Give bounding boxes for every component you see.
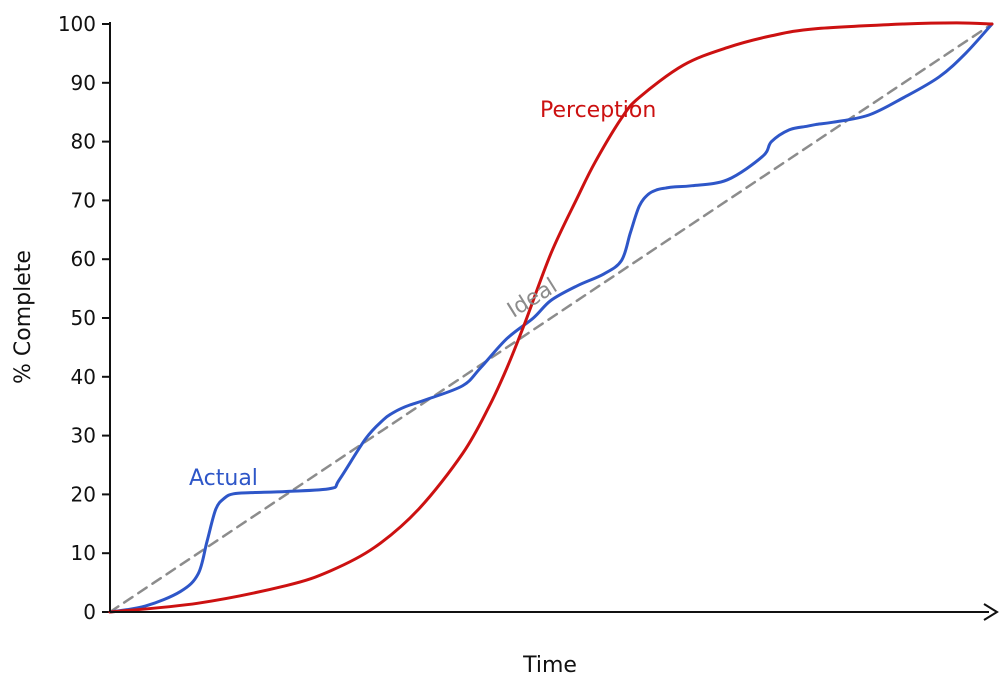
- y-axis-ticks: 0 10 20 30 40 50 60 70 80 90 100: [58, 12, 110, 624]
- y-tick-label-100: 100: [58, 12, 96, 36]
- series-label-perception: Perception: [540, 98, 656, 123]
- y-tick-label-90: 90: [71, 71, 96, 95]
- y-tick-label-50: 50: [71, 306, 96, 330]
- y-tick-label-70: 70: [71, 188, 96, 212]
- series-layer: [108, 21, 994, 614]
- y-tick-label-40: 40: [71, 365, 96, 389]
- y-tick-label-10: 10: [71, 541, 96, 565]
- y-axis-label: % Complete: [11, 250, 36, 384]
- y-tick-label-60: 60: [71, 247, 96, 271]
- y-tick-label-0: 0: [83, 600, 96, 624]
- series-label-actual: Actual: [189, 466, 258, 491]
- series-line-perception: [108, 21, 994, 614]
- y-tick-label-30: 30: [71, 424, 96, 448]
- x-axis-arrowhead: [983, 603, 999, 621]
- series-line-ideal: [108, 22, 994, 614]
- series-line-actual: [108, 22, 994, 614]
- y-tick-label-20: 20: [71, 482, 96, 506]
- y-tick-label-80: 80: [71, 130, 96, 154]
- x-axis-label: Time: [522, 653, 577, 678]
